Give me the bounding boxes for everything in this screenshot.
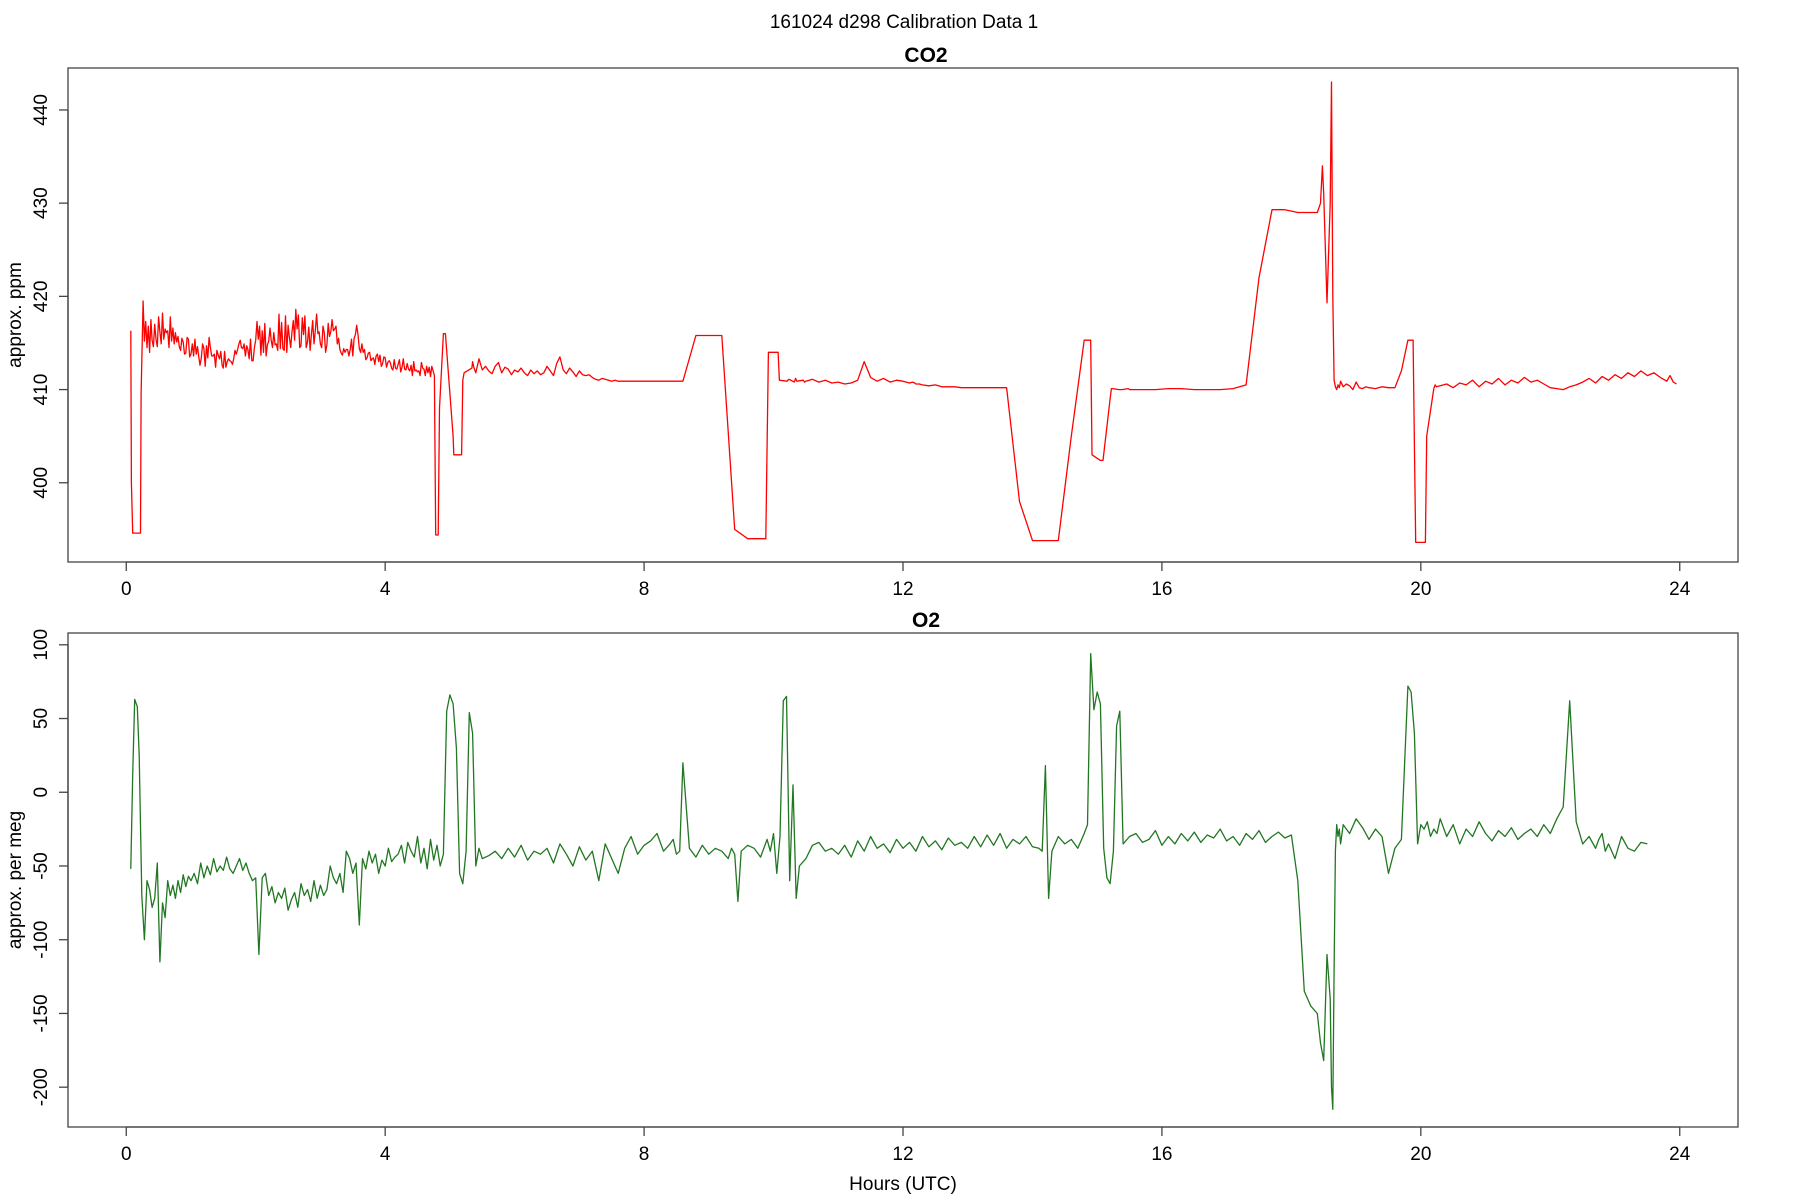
o2-panel-title: O2 bbox=[912, 609, 940, 632]
o2-plot-frame bbox=[67, 632, 1739, 1128]
figure-title: 161024 d298 Calibration Data 1 bbox=[770, 12, 1038, 33]
co2-x-tick-label: 0 bbox=[121, 579, 132, 600]
co2-y-tick-label: 420 bbox=[31, 281, 52, 313]
co2-y-axis-label: approx. ppm bbox=[5, 262, 26, 368]
co2-y-tick-label: 400 bbox=[31, 467, 52, 499]
co2-series-line bbox=[130, 81, 1677, 544]
o2-y-tick-label: 0 bbox=[31, 787, 52, 798]
o2-y-tick-label: -100 bbox=[31, 921, 52, 959]
o2-y-tick-label: -200 bbox=[31, 1068, 52, 1106]
o2-y-tick-label: 100 bbox=[31, 629, 52, 661]
co2-x-axis: 0 4 8 12 16 20 24 bbox=[121, 561, 1691, 600]
o2-y-tick-label: 50 bbox=[31, 708, 52, 729]
o2-x-tick-label: 16 bbox=[1151, 1144, 1172, 1165]
co2-x-tick-label: 8 bbox=[639, 579, 650, 600]
co2-y-tick-label: 430 bbox=[31, 187, 52, 219]
o2-x-axis: 0 4 8 12 16 20 24 bbox=[121, 1126, 1691, 1165]
co2-x-tick-label: 24 bbox=[1669, 579, 1691, 600]
o2-x-tick-label: 20 bbox=[1410, 1144, 1431, 1165]
o2-series-line bbox=[130, 652, 1648, 1110]
co2-y-axis: 400 410 420 430 440 bbox=[31, 94, 69, 499]
co2-panel-title: CO2 bbox=[904, 44, 947, 67]
co2-x-tick-label: 16 bbox=[1151, 579, 1172, 600]
co2-y-tick-label: 410 bbox=[31, 374, 52, 406]
o2-x-axis-label: Hours (UTC) bbox=[849, 1174, 957, 1195]
co2-panel: CO2 0 4 8 12 16 20 24 400 410 420 430 440 approx. … bbox=[5, 44, 1739, 600]
co2-x-tick-label: 20 bbox=[1410, 579, 1431, 600]
o2-x-tick-label: 12 bbox=[892, 1144, 913, 1165]
o2-x-tick-label: 0 bbox=[121, 1144, 132, 1165]
co2-x-tick-label: 4 bbox=[380, 579, 391, 600]
o2-x-tick-label: 24 bbox=[1669, 1144, 1691, 1165]
o2-y-tick-label: -50 bbox=[31, 852, 52, 879]
o2-x-tick-label: 4 bbox=[380, 1144, 391, 1165]
o2-y-axis: -200 -150 -100 -50 0 50 100 bbox=[31, 629, 69, 1106]
co2-x-tick-label: 12 bbox=[892, 579, 913, 600]
o2-panel: O2 0 4 8 12 16 20 24 -200 -150 -100 -50 0 50 100 app… bbox=[5, 609, 1739, 1195]
co2-plot-frame bbox=[67, 67, 1739, 563]
o2-x-tick-label: 8 bbox=[639, 1144, 650, 1165]
o2-y-tick-label: -150 bbox=[31, 994, 52, 1032]
o2-y-axis-label: approx. per meg bbox=[5, 811, 26, 949]
co2-y-tick-label: 440 bbox=[31, 94, 52, 126]
